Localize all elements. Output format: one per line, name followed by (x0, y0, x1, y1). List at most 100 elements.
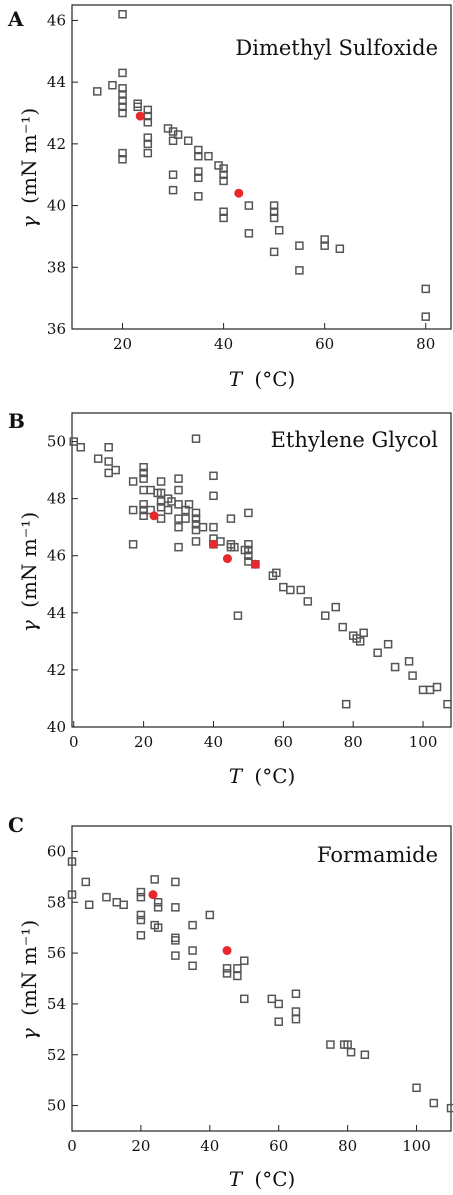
x-axis-label: T (°C) (229, 367, 296, 391)
x-axis: 0 20 40 60 80 100 (69, 721, 437, 751)
data-point-square (156, 488, 166, 498)
data-point-square (383, 639, 393, 649)
data-point-square (222, 969, 232, 978)
y-tick-label: 50 (47, 1097, 66, 1115)
data-point-square (112, 898, 122, 907)
x-tick-label: 40 (204, 733, 223, 751)
data-point-square (295, 266, 304, 275)
data-point-square (171, 903, 180, 912)
data-point-square (163, 505, 173, 515)
x-axis-unit: (°C) (254, 1167, 295, 1191)
y-tick-label: 58 (47, 893, 66, 911)
data-point-square (81, 877, 91, 887)
data-point-square (244, 229, 254, 238)
data-point-square (136, 892, 146, 902)
data-point-highlight (222, 946, 232, 956)
data-point-square (146, 485, 155, 495)
data-point-square (295, 241, 304, 250)
data-point-square (153, 903, 163, 912)
x-axis-unit: (°C) (254, 367, 295, 391)
data-point-square (93, 454, 103, 463)
data-point-square (128, 477, 138, 486)
panel-letter-a: A (7, 7, 24, 31)
data-point-square (136, 915, 146, 925)
y-tick-label: 44 (47, 73, 66, 91)
data-point-square (139, 462, 148, 472)
data-point-square (143, 118, 153, 127)
data-point-square (143, 139, 153, 149)
data-point-square (355, 637, 365, 646)
data-point-square (240, 956, 249, 965)
data-point-square (269, 207, 279, 216)
data-point-square (118, 68, 127, 78)
data-point-square (102, 892, 111, 902)
data-point-square (133, 102, 142, 112)
data-point-square (209, 491, 218, 501)
data-point-square (418, 685, 428, 695)
y-axis: 36 38 40 42 44 46 (47, 11, 78, 338)
data-point-square (320, 611, 330, 620)
data-point-square (194, 173, 203, 183)
data-point-square (205, 910, 215, 920)
plot-frame (71, 4, 452, 330)
data-point-square (174, 522, 183, 532)
data-point-square (244, 540, 253, 549)
y-axis-variable: γ (17, 620, 41, 632)
x-tick-label: 60 (315, 335, 334, 353)
data-point-square (360, 1050, 370, 1059)
chart-title: Dimethyl Sulfoxide (235, 36, 438, 60)
data-point-square (219, 164, 228, 173)
data-point-square (219, 207, 228, 216)
data-point-square (194, 167, 203, 176)
data-point-square (209, 522, 218, 532)
x-axis-label: T (°C) (229, 1167, 296, 1191)
y-axis-label: γ (mN m⁻¹) (17, 512, 41, 632)
y-tick-label: 40 (47, 718, 66, 736)
y-tick-label: 40 (47, 197, 66, 215)
data-point-square (194, 145, 203, 155)
data-point-square (425, 685, 435, 695)
x-tick-label: 0 (69, 733, 79, 751)
data-point-highlight (234, 188, 244, 198)
panel-letter-b: B (8, 409, 25, 433)
x-axis-variable: T (229, 367, 244, 391)
data-point-square (104, 457, 113, 466)
data-point-square (274, 1017, 283, 1026)
data-point-square (204, 151, 213, 161)
data-point-square (84, 900, 94, 910)
data-point-square (341, 699, 351, 709)
y-tick-label: 46 (47, 547, 66, 565)
plot-frame (71, 412, 452, 728)
data-point-square (291, 1014, 301, 1024)
data-point-square (219, 213, 228, 223)
data-point-square (136, 887, 146, 897)
data-point-highlight (148, 890, 158, 900)
data-point-square (274, 226, 284, 235)
data-point-square (168, 170, 178, 179)
chart-title: Formamide (317, 843, 438, 867)
y-tick-label: 56 (47, 944, 66, 962)
data-point-square (209, 471, 218, 481)
data-point-square (104, 443, 113, 452)
y-axis: 50 52 54 56 58 60 (47, 842, 78, 1115)
chart-title: Ethylene Glycol (271, 428, 439, 452)
data-point-square (118, 102, 127, 112)
data-point-square (390, 662, 400, 672)
data-point-square (244, 201, 254, 210)
data-point-square (119, 900, 128, 910)
data-marks (69, 434, 452, 709)
data-point-square (104, 468, 113, 478)
data-point-square (118, 108, 127, 118)
panel-formamide: C Formamide 0 20 40 60 80 100 50 52 54 56 58 60 T … (8, 813, 453, 1191)
x-tick-label: 40 (200, 1137, 219, 1155)
y-axis-label: γ (mN m⁻¹) (17, 920, 41, 1040)
data-point-square (139, 511, 148, 521)
y-axis-unit: (mN m⁻¹) (17, 108, 41, 204)
data-point-square (93, 87, 102, 96)
data-point-square (168, 136, 178, 146)
data-point-square (267, 994, 277, 1004)
data-point-square (118, 155, 127, 164)
data-point-square (191, 434, 201, 443)
data-point-square (174, 485, 183, 495)
data-point-square (198, 522, 208, 532)
